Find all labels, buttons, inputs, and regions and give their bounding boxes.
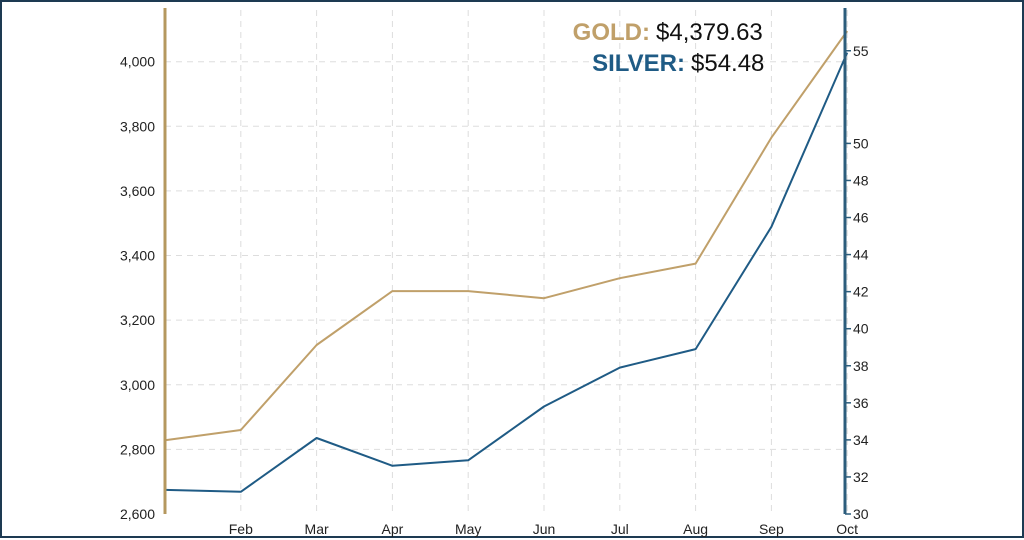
x-tick-label: Aug [683,521,708,537]
y-left-tick-label: 3,800 [120,118,155,134]
y-left-tick-label: 4,000 [120,54,155,70]
grid-lines [165,10,848,514]
y-right-tick-label: 30 [853,506,869,522]
y-right-tick-label: 40 [853,321,869,337]
x-tick-label: May [455,521,481,537]
x-tick-label: Jul [611,521,629,537]
y-left-tick-label: 3,600 [120,183,155,199]
series-lines [164,30,849,493]
tick-labels: 2,600 2,800 3,000 3,200 3,400 3,600 3,800 4,000… [120,43,869,537]
gold-price-value: $4,379.63 [656,19,763,46]
y-right-tick-label: 46 [853,210,869,226]
gold-price-label: GOLD: [573,19,650,46]
x-tick-label: Apr [382,521,404,537]
series-line-silver [164,52,849,493]
x-tick-label: Mar [305,521,329,537]
y-right-tick-label: 36 [853,395,869,411]
x-tick-label: Feb [229,521,253,537]
y-right-tick-label: 55 [853,43,869,59]
y-right-tick-label: 48 [853,172,869,188]
axes [163,8,851,515]
y-left-tick-label: 2,800 [120,441,155,457]
x-tick-label: Jun [533,521,556,537]
y-right-tick-label: 50 [853,135,869,151]
silver-price-value: $54.48 [691,50,764,77]
y-right-tick-label: 44 [853,247,869,263]
x-tick-label: Sep [759,521,784,537]
y-left-tick-label: 2,600 [120,506,155,522]
series-line-gold [164,30,849,442]
y-right-tick-label: 34 [853,432,869,448]
x-tick-label: Oct [836,521,858,537]
y-left-tick-label: 3,200 [120,312,155,328]
y-right-tick-label: 38 [853,358,869,374]
y-right-tick-label: 42 [853,284,869,300]
y-left-tick-label: 3,000 [120,377,155,393]
silver-price-label: SILVER: [592,50,685,77]
y-right-tick-label: 32 [853,469,869,485]
y-left-tick-label: 3,400 [120,248,155,264]
